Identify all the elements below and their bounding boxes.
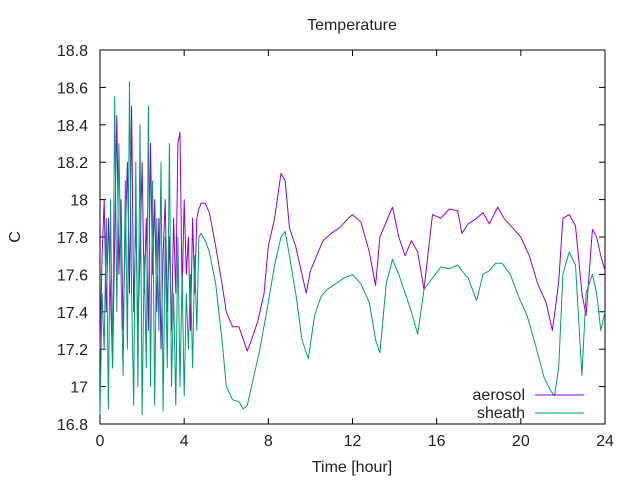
- y-tick-label: 16.8: [57, 417, 88, 434]
- y-axis-title: C: [7, 231, 24, 243]
- x-axis-title: Time [hour]: [312, 459, 392, 476]
- x-tick-label: 8: [264, 433, 273, 450]
- y-tick-label: 18: [70, 193, 88, 210]
- series-line-sheath: [99, 81, 606, 416]
- legend-label-aerosol: aerosol: [473, 387, 525, 404]
- chart-title: Temperature: [307, 17, 397, 34]
- series-layer: [99, 81, 606, 416]
- x-tick-label: 4: [180, 433, 189, 450]
- y-tick-label: 17.6: [57, 267, 88, 284]
- y-tick-label: 18.4: [57, 118, 88, 135]
- x-tick-label: 0: [96, 433, 105, 450]
- series-line-aerosol: [99, 105, 606, 369]
- y-tick-label: 17.2: [57, 342, 88, 359]
- y-tick-label: 18.8: [57, 43, 88, 60]
- y-tick-label: 17: [70, 380, 88, 397]
- y-tick-label: 17.4: [57, 305, 88, 322]
- legend-label-sheath: sheath: [477, 405, 525, 422]
- y-tick-label: 17.8: [57, 230, 88, 247]
- x-tick-label: 24: [596, 433, 614, 450]
- x-axis-ticks: 0 4 8 12 16 20 24: [96, 50, 614, 450]
- x-tick-label: 20: [512, 433, 530, 450]
- plot-frame: [99, 49, 606, 425]
- x-tick-label: 16: [428, 433, 446, 450]
- y-tick-label: 18.2: [57, 155, 88, 172]
- x-tick-label: 12: [344, 433, 362, 450]
- y-tick-label: 18.6: [57, 80, 88, 97]
- y-axis-ticks: 16.8 17 17.2 17.4 17.6 17.8 18 18.2 18.4 18.6 18.8: [57, 43, 605, 434]
